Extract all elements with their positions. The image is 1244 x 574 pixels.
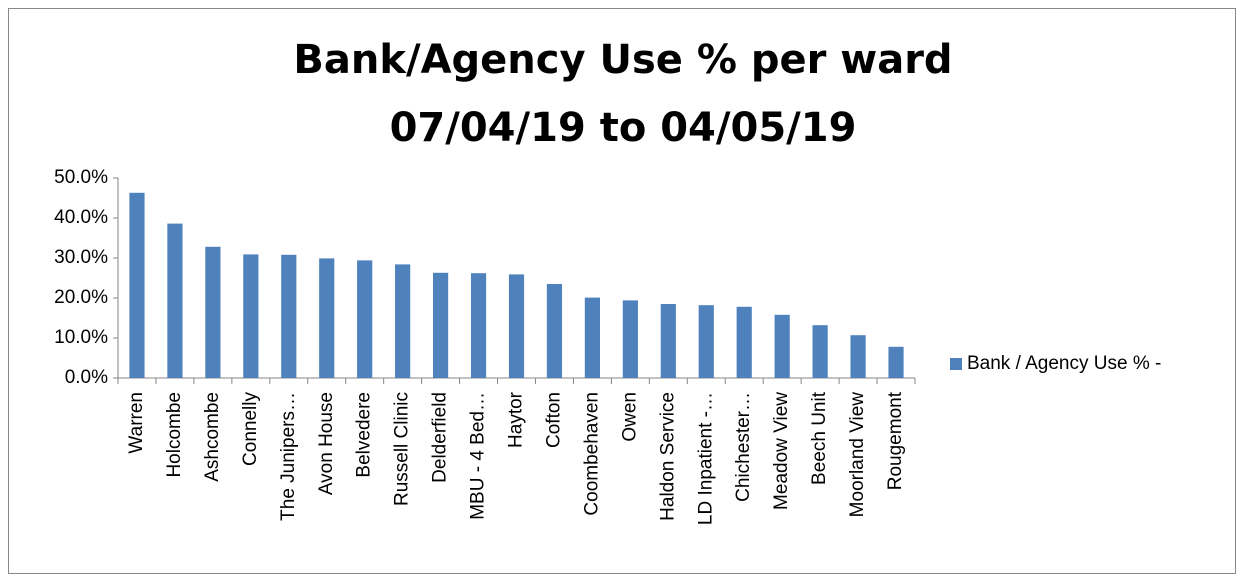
- y-tick-label: 40.0%: [54, 207, 108, 228]
- chart-border: [8, 8, 1236, 574]
- bar: [205, 246, 221, 378]
- bar: [129, 192, 145, 378]
- y-tick-label: 30.0%: [54, 247, 108, 268]
- x-tick-label: Warren: [126, 392, 147, 454]
- chart-title: 07/04/19 to 04/05/19: [390, 105, 857, 151]
- x-tick-label: MBU - 4 Bed…: [468, 392, 489, 520]
- y-tick-label: 0.0%: [65, 367, 108, 388]
- bar: [584, 297, 600, 378]
- x-tick-label: Meadow View: [771, 392, 792, 510]
- x-tick-label: Owen: [619, 392, 640, 442]
- chart-title: Bank/Agency Use % per ward: [293, 37, 952, 83]
- legend-label: Bank / Agency Use % -: [967, 353, 1161, 374]
- x-tick-label: Russell Clinic: [392, 392, 413, 506]
- x-tick-label: Connelly: [240, 392, 261, 466]
- x-tick-label: Avon House: [316, 392, 337, 495]
- x-tick-label: Holcombe: [164, 392, 185, 478]
- bar: [774, 314, 790, 378]
- x-tick-label: Belvedere: [354, 392, 375, 478]
- bar: [433, 272, 449, 378]
- y-tick-label: 10.0%: [54, 327, 108, 348]
- x-tick-label: Haytor: [506, 391, 527, 448]
- x-tick-label: Moorland View: [847, 392, 868, 518]
- bar: [281, 254, 297, 378]
- bar: [508, 274, 525, 378]
- x-tick-label: LD Inpatient -…: [695, 392, 716, 525]
- x-tick-label: Cofton: [543, 392, 564, 448]
- x-tick-label: Ashcombe: [202, 392, 223, 482]
- bar: [660, 304, 676, 378]
- y-tick-label: 20.0%: [54, 287, 108, 308]
- bar: [698, 305, 714, 378]
- x-tick-label: Delderfield: [430, 392, 451, 483]
- x-tick-label: Coombehaven: [581, 392, 602, 516]
- legend-swatch: [950, 358, 962, 370]
- bar: [850, 335, 866, 378]
- bar: [395, 264, 411, 378]
- x-tick-label: The Junipers…: [278, 392, 299, 521]
- bar: [167, 223, 183, 378]
- bar: [546, 284, 563, 378]
- bar: [243, 254, 259, 378]
- bar: [812, 325, 828, 378]
- bar: [736, 306, 752, 378]
- x-tick-label: Rougemont: [885, 391, 906, 490]
- x-tick-label: Chichester…: [733, 392, 754, 502]
- x-tick-label: Beech Unit: [809, 391, 830, 485]
- bar: [357, 260, 373, 378]
- x-tick-label: Haldon Service: [657, 392, 678, 521]
- bar: [888, 346, 904, 378]
- bar: [470, 273, 487, 378]
- bar: [622, 300, 638, 378]
- y-tick-label: 50.0%: [54, 167, 108, 188]
- bar: [319, 258, 335, 378]
